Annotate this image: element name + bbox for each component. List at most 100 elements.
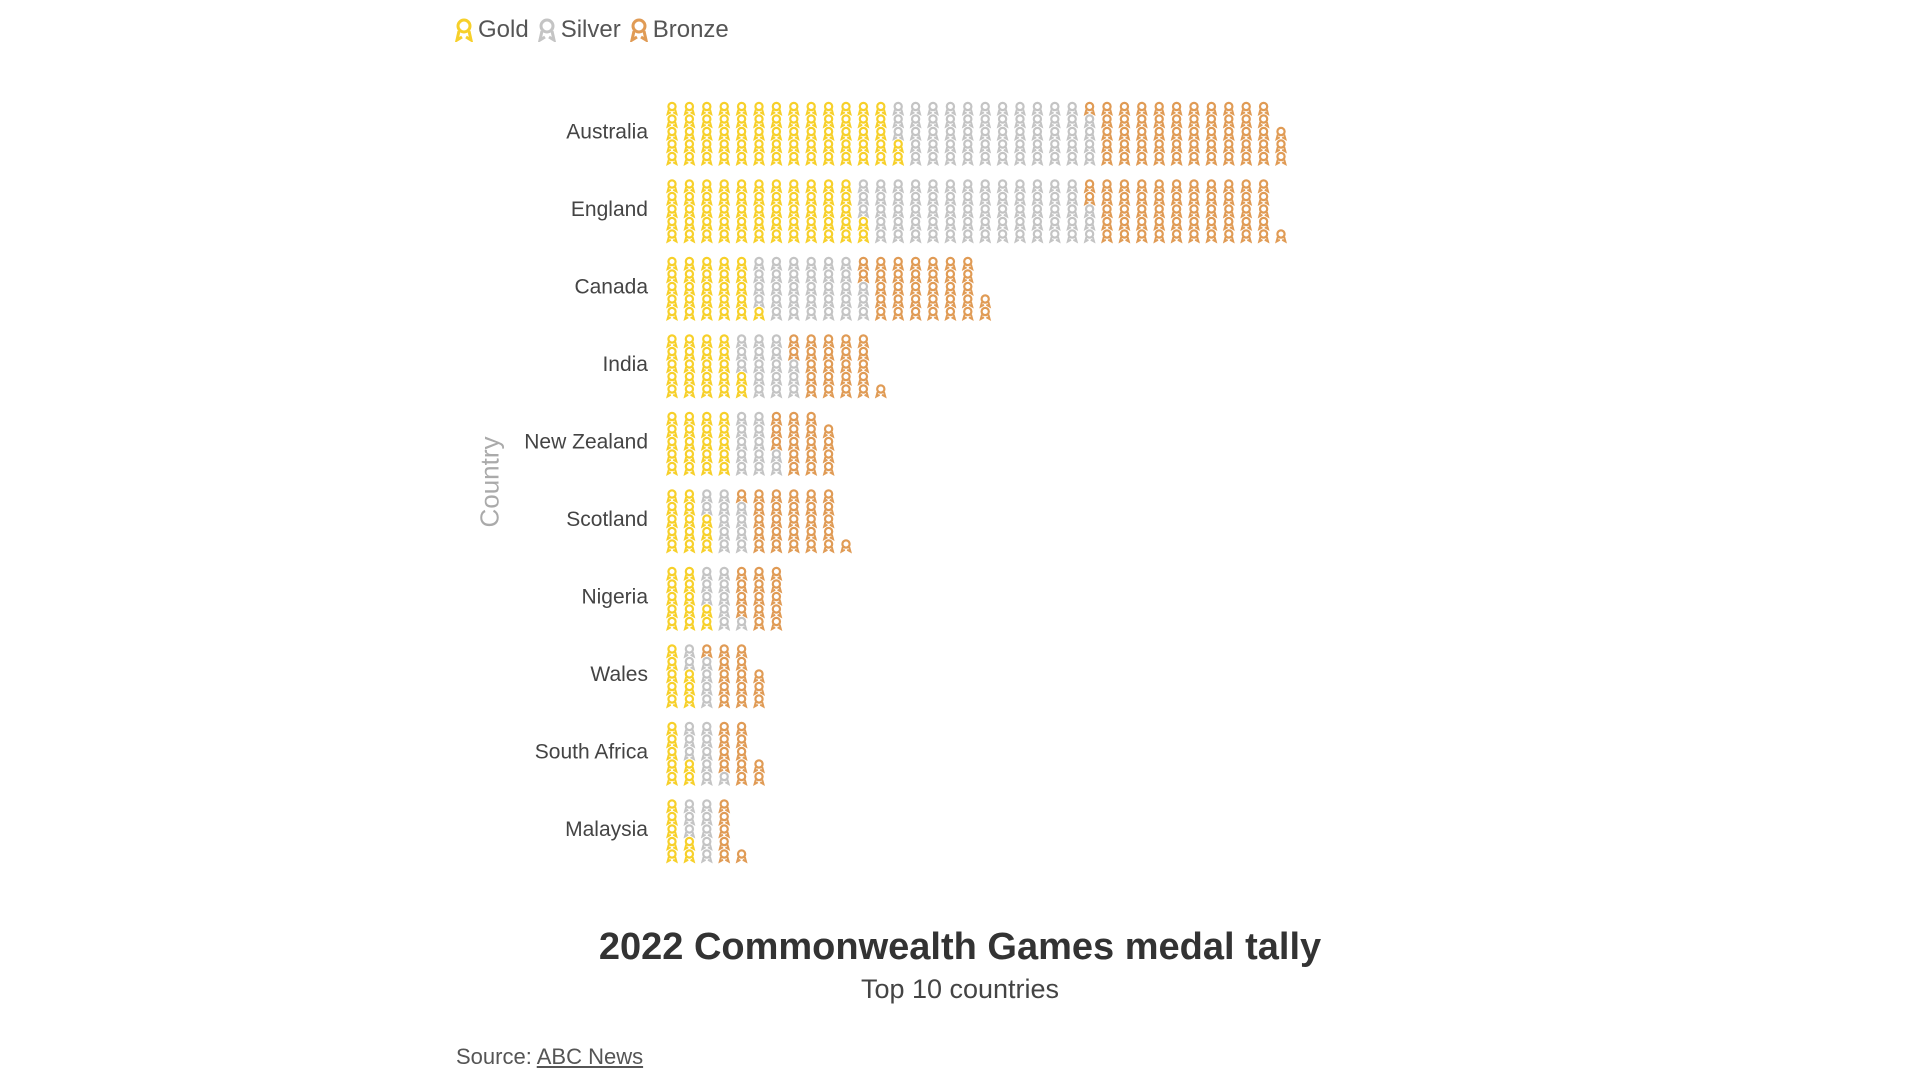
silver-medal-icon (996, 179, 1009, 194)
bronze-medal-icon (822, 334, 835, 349)
silver-medal-icon (718, 591, 731, 606)
gold-medal-icon (683, 269, 696, 284)
gold-medal-icon (683, 126, 696, 141)
gold-medal-icon (683, 669, 696, 684)
gold-medal-icon (718, 411, 731, 426)
bronze-medal-icon (787, 514, 800, 529)
gold-medal-icon (735, 126, 748, 141)
bronze-medal-icon (822, 449, 835, 464)
silver-medal-icon (700, 824, 713, 839)
silver-medal-icon (961, 229, 974, 244)
bronze-medal-icon (892, 256, 905, 271)
bronze-medal-icon (1222, 101, 1235, 116)
bronze-medal-icon (1257, 151, 1270, 166)
silver-medal-icon (944, 229, 957, 244)
bronze-medal-icon (909, 294, 922, 309)
silver-medal-icon (1031, 216, 1044, 231)
gold-medal-icon (753, 151, 765, 166)
bronze-medal-icon (770, 501, 783, 516)
silver-medal-icon (979, 101, 992, 116)
silver-medal-icon (961, 216, 974, 231)
country-row-wales[interactable]: Wales (590, 644, 765, 709)
gold-medal-icon (683, 579, 696, 594)
gold-medal-icon (683, 436, 696, 451)
bronze-medal-icon (1083, 179, 1096, 194)
legend-item-gold[interactable]: Gold (454, 16, 529, 44)
bronze-medal-icon (909, 281, 922, 296)
gold-medal-icon (822, 191, 835, 206)
country-row-australia[interactable]: Australia (566, 101, 1287, 166)
bronze-medal-icon (961, 269, 974, 284)
bronze-medal-icon (857, 371, 870, 386)
silver-medal-icon (753, 449, 765, 464)
silver-medal-icon (944, 204, 957, 219)
country-row-nigeria[interactable]: Nigeria (581, 566, 783, 631)
bronze-medal-icon (1118, 179, 1131, 194)
silver-medal-icon (700, 721, 713, 736)
silver-medal-icon (909, 151, 922, 166)
silver-medal-icon (753, 346, 765, 361)
gold-medal-icon (735, 216, 748, 231)
bronze-medal-icon (840, 334, 852, 349)
bronze-medal-icon (1257, 204, 1270, 219)
source-link[interactable]: ABC News (536, 1044, 644, 1069)
silver-medal-icon (735, 526, 748, 541)
gold-medal-icon (840, 151, 852, 166)
bronze-medal-icon (753, 539, 765, 554)
silver-medal-icon (1014, 101, 1026, 116)
bronze-medal-icon (735, 644, 748, 659)
gold-medal-icon (787, 101, 800, 116)
bronze-medal-icon (1153, 114, 1166, 129)
country-row-south-africa[interactable]: South Africa (535, 721, 765, 786)
silver-medal-icon (735, 461, 748, 476)
country-label: South Africa (535, 740, 649, 763)
bronze-medal-icon (1170, 114, 1183, 129)
country-row-india[interactable]: India (602, 334, 887, 399)
gold-medal-icon (666, 204, 678, 219)
bronze-medal-icon (1170, 126, 1183, 141)
bronze-medal-icon (1101, 179, 1113, 194)
silver-medal-icon (1048, 151, 1061, 166)
bronze-medal-icon (927, 294, 939, 309)
gold-medal-icon (770, 101, 783, 116)
country-row-new-zealand[interactable]: New Zealand (524, 411, 835, 476)
bronze-medal-icon (787, 539, 800, 554)
silver-medal-icon (1048, 191, 1061, 206)
gold-medal-icon (735, 269, 748, 284)
silver-medal-icon (1048, 229, 1061, 244)
gold-medal-icon (683, 191, 696, 206)
bronze-medal-icon (753, 526, 765, 541)
bronze-medal-icon (1240, 114, 1253, 129)
silver-medal-icon (979, 114, 992, 129)
silver-medal-icon (996, 126, 1009, 141)
silver-medal-icon (787, 384, 800, 399)
gold-medal-icon (666, 681, 678, 696)
gold-medal-icon (666, 114, 678, 129)
bronze-medal-icon (892, 306, 905, 321)
gold-medal-icon (822, 204, 835, 219)
legend-item-silver[interactable]: Silver (537, 16, 621, 44)
silver-medal-icon (770, 306, 783, 321)
legend-item-bronze[interactable]: Bronze (629, 16, 729, 44)
bronze-medal-icon (840, 539, 852, 554)
silver-medal-icon (1048, 179, 1061, 194)
country-row-scotland[interactable]: Scotland (566, 489, 852, 554)
country-row-malaysia[interactable]: Malaysia (565, 799, 748, 864)
silver-medal-icon (683, 734, 696, 749)
country-row-england[interactable]: England (571, 179, 1287, 244)
bronze-medal-icon (1188, 114, 1200, 129)
gold-medal-icon (666, 836, 678, 851)
bronze-medal-icon (1257, 101, 1270, 116)
gold-medal-icon (683, 616, 696, 631)
gold-medal-icon (857, 151, 870, 166)
gold-medal-icon (683, 384, 696, 399)
gold-medal-icon (805, 151, 818, 166)
bronze-medal-icon (1275, 151, 1287, 166)
bronze-medal-icon (718, 836, 731, 851)
country-row-canada[interactable]: Canada (574, 256, 992, 321)
gold-medal-icon (683, 526, 696, 541)
bronze-medal-icon (787, 424, 800, 439)
silver-medal-icon (944, 126, 957, 141)
bronze-medal-icon (735, 849, 748, 864)
silver-medal-icon (700, 746, 713, 761)
